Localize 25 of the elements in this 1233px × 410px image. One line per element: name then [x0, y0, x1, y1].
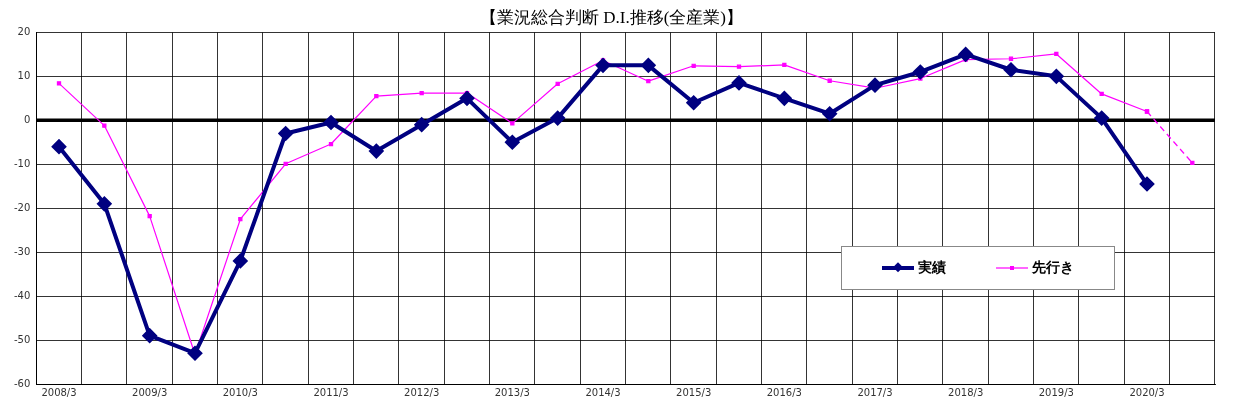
x-tick-label: 2018/3	[948, 386, 984, 398]
y-tick-label: -20	[13, 201, 31, 213]
y-tick-label: -60	[13, 377, 31, 389]
x-tick-label: 2009/3	[132, 386, 168, 398]
y-tick-label: 0	[23, 113, 31, 125]
y-tick-label: -30	[13, 245, 31, 257]
x-tick-label: 2015/3	[676, 386, 712, 398]
chart-title: 【業況総合判断 D.I.推移(全産業)】	[479, 7, 744, 27]
y-tick-label: 20	[17, 25, 31, 37]
x-tick-label: 2012/3	[404, 386, 440, 398]
x-tick-label: 2019/3	[1038, 386, 1074, 398]
y-tick-label: -50	[13, 333, 31, 345]
y-tick-label: -10	[13, 157, 31, 169]
x-tick-label: 2017/3	[857, 386, 893, 398]
y-tick-label: -40	[13, 289, 31, 301]
x-tick-label: 2020/3	[1129, 386, 1165, 398]
x-tick-label: 2013/3	[494, 386, 530, 398]
legend-label: 実績	[918, 259, 946, 277]
x-tick-label: 2016/3	[766, 386, 802, 398]
x-tick-label: 2008/3	[41, 386, 77, 398]
legend-label: 先行き	[1032, 259, 1074, 277]
x-tick-label: 2011/3	[313, 386, 349, 398]
y-tick-label: 10	[17, 69, 31, 81]
x-tick-label: 2014/3	[585, 386, 621, 398]
x-tick-label: 2010/3	[222, 386, 258, 398]
